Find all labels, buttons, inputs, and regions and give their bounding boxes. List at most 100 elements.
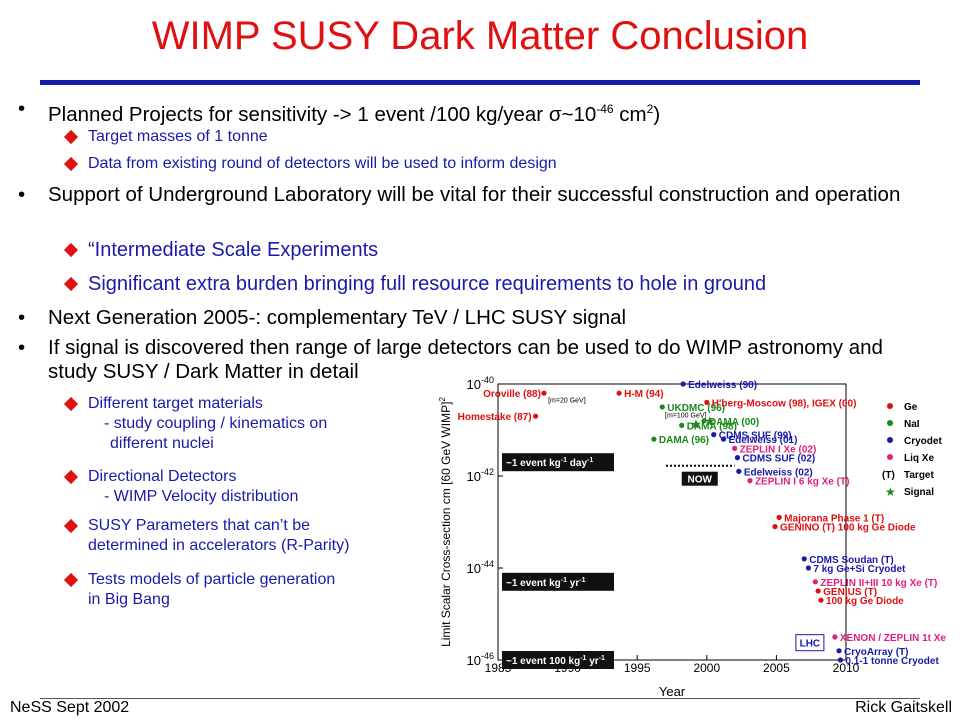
subbullet-text: “Intermediate Scale Experiments bbox=[88, 239, 379, 261]
event-rate-label: ~1 event kg-1 day-1 bbox=[506, 457, 593, 469]
y-tick-label: 10-44 bbox=[467, 559, 494, 576]
legend-label: NaI bbox=[904, 419, 920, 430]
mass-annotation: [m=20 GeV] bbox=[548, 397, 586, 404]
bullet-text: Support of Underground Laboratory will b… bbox=[48, 183, 901, 206]
subbullet-text: determined in accelerators (R-Parity) bbox=[88, 537, 350, 554]
data-point-label: ZEPLIN I 6 kg Xe (T) bbox=[755, 477, 849, 488]
diamond-bullet-icon bbox=[63, 469, 79, 485]
data-point-label: H'berg-Moscow (98), IGEX (00) bbox=[712, 398, 857, 409]
now-label: NOW bbox=[688, 475, 713, 486]
bullet-planned-projects: • Planned Projects for sensitivity -> 1 … bbox=[18, 97, 928, 127]
subbullet-text: Directional Detectors bbox=[88, 468, 237, 485]
data-point-label: 7 kg Ge+Si Cryodet bbox=[813, 564, 906, 575]
now-box bbox=[681, 471, 718, 486]
subbullet: Directional Detectors - WIMP Velocity di… bbox=[63, 467, 428, 507]
data-point bbox=[836, 648, 842, 654]
data-point-label: DAMA (98) bbox=[687, 421, 737, 432]
signal-star-icon: ★ bbox=[704, 413, 716, 428]
data-point-label: Oroville (88) bbox=[483, 389, 541, 400]
x-tick-label: 2000 bbox=[693, 661, 720, 675]
data-point-label: GENINO (T) 100 kg Ge Diode bbox=[780, 523, 916, 534]
subbullet: Different target materials - study coupl… bbox=[63, 394, 428, 454]
bullet-underground-lab: • Support of Underground Laboratory will… bbox=[18, 183, 928, 207]
data-point-label: UKDMC (96) bbox=[667, 403, 725, 414]
signal-star-icon: ★ bbox=[690, 417, 702, 432]
bullet-text: If signal is discovered then range of la… bbox=[48, 336, 883, 383]
data-point bbox=[734, 455, 741, 461]
data-point bbox=[701, 418, 707, 424]
bullet-dot: • bbox=[18, 306, 26, 329]
sigma-symbol: σ bbox=[548, 102, 562, 126]
subbullet: Tests models of particle generation in B… bbox=[63, 570, 428, 610]
legend-label: Cryodet bbox=[904, 436, 942, 447]
subbullet-text: in Big Bang bbox=[88, 591, 170, 608]
data-point bbox=[679, 422, 685, 428]
bullet-next-generation: • Next Generation 2005-: complementary T… bbox=[18, 306, 928, 330]
subbullet-text: Different target materials bbox=[88, 395, 263, 412]
data-point bbox=[805, 565, 812, 571]
subbullet-text: different nuclei bbox=[110, 435, 214, 452]
data-point-label: Edelweiss (01) bbox=[729, 435, 798, 446]
data-point-label: GENIUS (T) bbox=[823, 587, 877, 598]
data-point bbox=[532, 413, 539, 419]
data-point-label: Majorana Phase 1 (T) bbox=[784, 513, 884, 524]
y-tick-label: 10-42 bbox=[467, 467, 494, 484]
plot-svg: 19851990199520002005201010-4010-4210-441… bbox=[438, 375, 947, 698]
bullet-text: ) bbox=[653, 102, 661, 126]
legend-star-icon: ★ bbox=[885, 485, 896, 499]
subbullet-text: Target masses of 1 tonne bbox=[88, 128, 268, 145]
legend-marker bbox=[887, 454, 893, 460]
y-tick-label: 10-46 bbox=[467, 651, 494, 668]
data-point bbox=[815, 588, 821, 594]
data-point-label: CDMS Soudan (T) bbox=[809, 555, 893, 566]
data-point bbox=[651, 436, 657, 442]
data-point-label: CDMS SUF (99) bbox=[719, 431, 792, 442]
diamond-bullet-icon bbox=[63, 276, 79, 292]
data-point-label: DAMA (96) bbox=[659, 435, 709, 446]
event-rate-label: ~1 event 100 kg-1 yr-1 bbox=[506, 655, 605, 667]
bullet-text: Next Generation 2005-: complementary TeV… bbox=[48, 306, 627, 329]
bullet-text: Planned Projects for sensitivity -> 1 ev… bbox=[48, 102, 549, 126]
legend-label: Liq Xe bbox=[904, 453, 934, 464]
lhc-box bbox=[795, 634, 825, 652]
subbullet-text: - study coupling / kinematics on bbox=[104, 415, 328, 432]
data-point bbox=[812, 579, 818, 585]
legend-marker bbox=[887, 403, 893, 409]
legend-label: Ge bbox=[904, 402, 918, 413]
bullet-dot: • bbox=[18, 183, 26, 206]
bullet-dot: • bbox=[18, 336, 26, 359]
data-point-label: Edelweiss (02) bbox=[744, 467, 813, 478]
legend-label: Target bbox=[904, 470, 934, 481]
subbullet-text: Significant extra burden bringing full r… bbox=[88, 273, 767, 295]
legend-marker-text: (T) bbox=[882, 470, 895, 481]
event-rate-box bbox=[502, 572, 614, 591]
data-point-label: Edelweiss (98) bbox=[688, 380, 757, 391]
subbullet: SUSY Parameters that can’t be determined… bbox=[63, 516, 433, 556]
diamond-bullet-icon bbox=[63, 518, 79, 534]
subbullet-text: Data from existing round of detectors wi… bbox=[88, 155, 557, 172]
data-point bbox=[704, 399, 710, 405]
data-point bbox=[747, 478, 753, 484]
y-axis-label: Limit Scalar Cross-section cm [60 GeV WI… bbox=[438, 397, 453, 647]
data-point-label: ZEPLIN I Xe (02) bbox=[740, 444, 817, 455]
data-point bbox=[720, 436, 727, 442]
data-point bbox=[616, 390, 622, 396]
exponent: 2 bbox=[646, 102, 654, 116]
data-point bbox=[541, 390, 547, 396]
x-tick-label: 2005 bbox=[763, 661, 790, 675]
data-point bbox=[732, 445, 738, 451]
x-axis-label: Year bbox=[659, 684, 686, 698]
data-point-label: XENON / ZEPLIN 1t Xe bbox=[840, 633, 947, 644]
data-point bbox=[711, 432, 717, 438]
diamond-bullet-icon bbox=[63, 242, 79, 258]
diamond-bullet-icon bbox=[63, 156, 79, 172]
event-rate-box bbox=[502, 453, 614, 472]
exponent: -46 bbox=[596, 102, 614, 116]
subbullet: “Intermediate Scale Experiments bbox=[63, 238, 379, 262]
subbullet-text: Tests models of particle generation bbox=[88, 571, 336, 588]
diamond-bullet-icon bbox=[63, 396, 79, 412]
data-point bbox=[736, 468, 742, 474]
subbullet-text: SUSY Parameters that can’t be bbox=[88, 517, 311, 534]
data-point-label: ZEPLIN II+III 10 kg Xe (T) bbox=[820, 578, 937, 589]
data-point-label: 0.1-1 tonne Cryodet bbox=[845, 656, 939, 667]
